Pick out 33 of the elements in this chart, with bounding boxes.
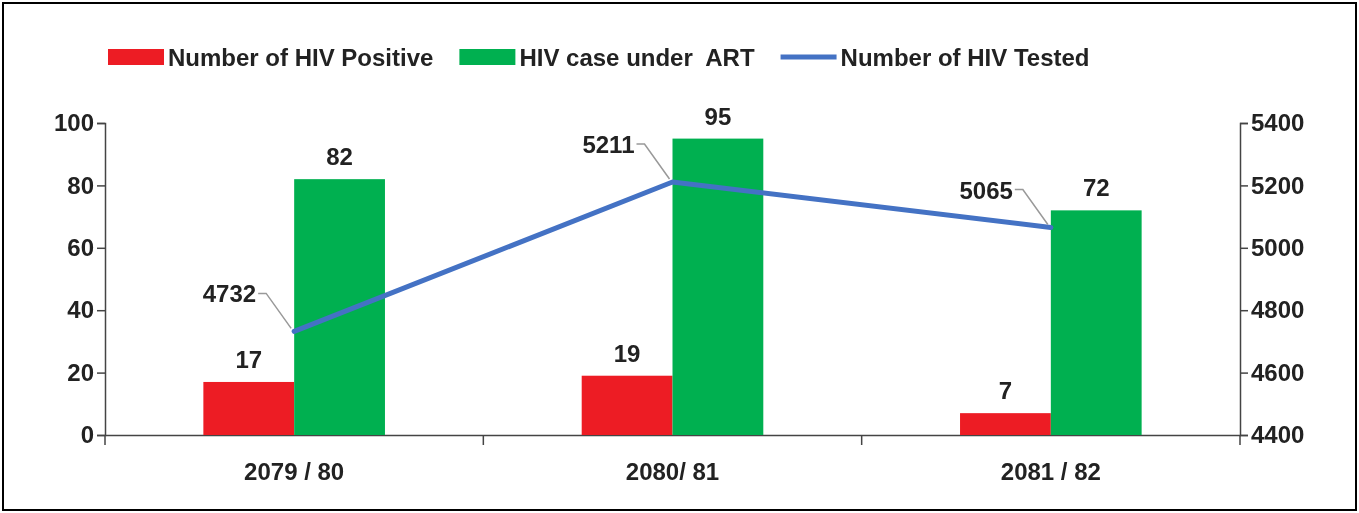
data-label: 19 [613, 339, 641, 367]
x-tick-label: 2081 / 82 [1000, 458, 1101, 486]
y-tick-label: 0 [80, 421, 94, 449]
legend-label: Number of HIV Positive [168, 44, 434, 71]
bar [1050, 210, 1142, 435]
y-tick-label: 60 [67, 233, 94, 261]
data-label: 82 [326, 143, 353, 171]
data-label: 5065 [959, 176, 1013, 204]
bar [294, 179, 385, 435]
data-label: 5211 [582, 130, 635, 158]
bar [203, 381, 295, 435]
bar [581, 375, 673, 435]
legend-label: Number of HIV Tested [840, 44, 1090, 71]
y2-tick-label: 4400 [1251, 421, 1305, 449]
y-tick-label: 80 [67, 171, 94, 199]
y-tick-label: 40 [67, 296, 94, 324]
data-label: 72 [1082, 174, 1110, 202]
data-label: 7 [998, 377, 1013, 405]
y2-tick-label: 5200 [1251, 171, 1305, 199]
data-label: 17 [235, 345, 263, 373]
y-tick-label: 100 [53, 109, 94, 137]
y2-tick-label: 4800 [1251, 296, 1305, 324]
legend-label: HIV case under ART [519, 44, 755, 71]
y-tick-label: 20 [67, 358, 94, 386]
y2-tick-label: 5400 [1251, 109, 1305, 137]
y2-tick-label: 4600 [1251, 358, 1305, 386]
bar [672, 138, 764, 435]
x-tick-label: 2080/ 81 [625, 458, 720, 486]
y2-tick-label: 5000 [1251, 233, 1305, 261]
x-tick-label: 2079 / 80 [244, 458, 345, 486]
data-label: 95 [704, 102, 732, 130]
data-label: 4732 [202, 280, 257, 308]
bar [960, 413, 1051, 435]
